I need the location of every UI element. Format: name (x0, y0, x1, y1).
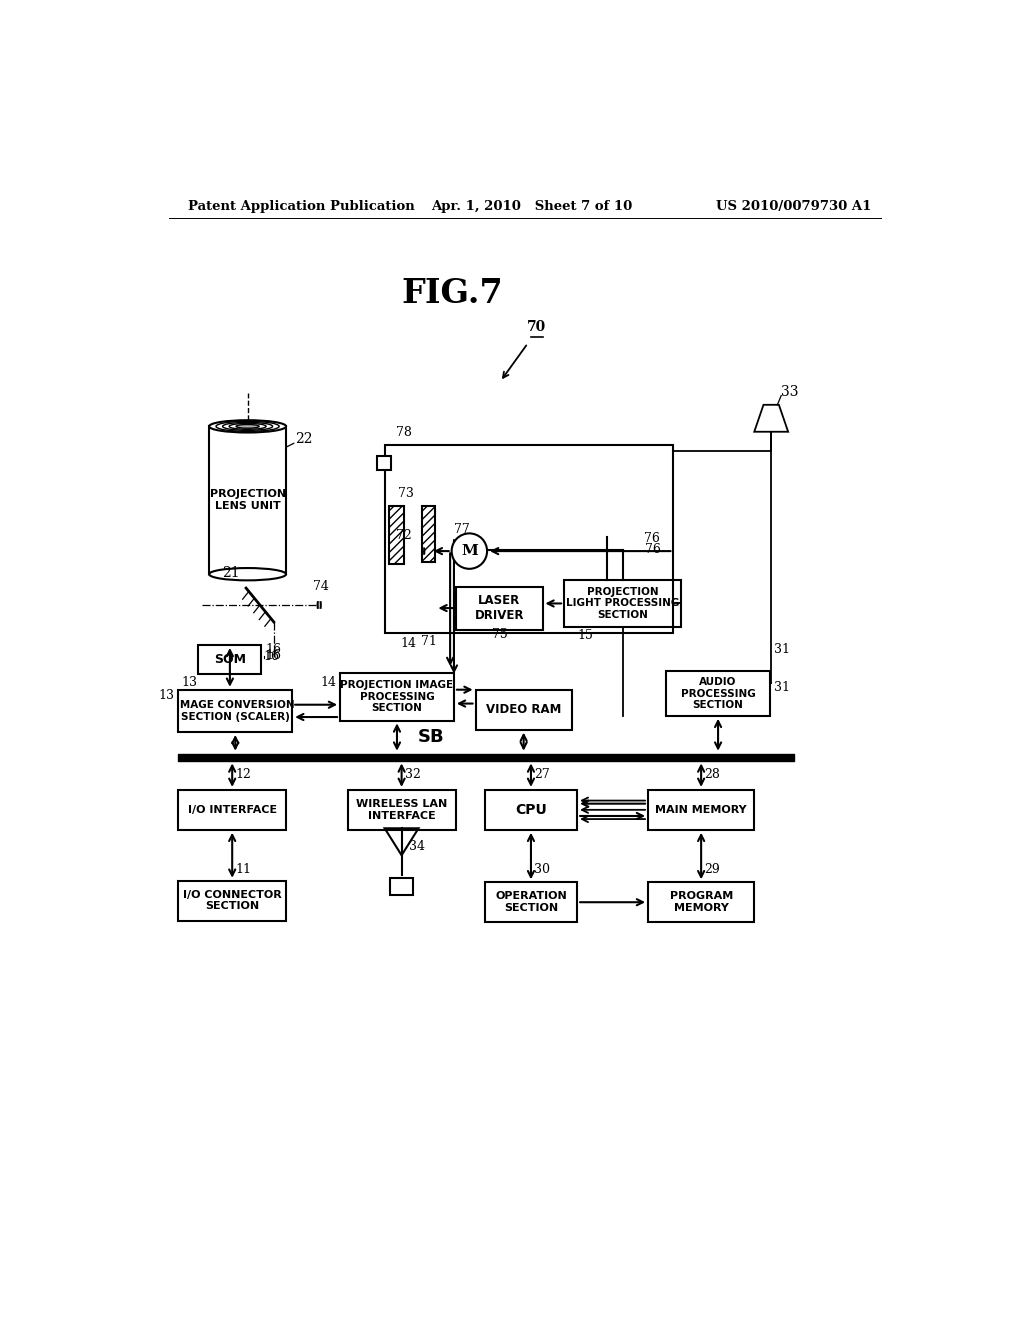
Text: Apr. 1, 2010   Sheet 7 of 10: Apr. 1, 2010 Sheet 7 of 10 (431, 199, 632, 213)
Bar (457, 586, 543, 630)
Circle shape (452, 533, 487, 569)
Text: 78: 78 (396, 426, 412, 440)
Text: 29: 29 (705, 863, 720, 876)
Text: PROJECTION IMAGE
PROCESSING
SECTION: PROJECTION IMAGE PROCESSING SECTION (340, 680, 454, 713)
Text: 72: 72 (396, 529, 412, 543)
Ellipse shape (209, 420, 286, 433)
Text: I/O INTERFACE: I/O INTERFACE (187, 805, 276, 814)
Text: PROJECTION
LIGHT PROCESSING
SECTION: PROJECTION LIGHT PROCESSING SECTION (566, 587, 679, 620)
Ellipse shape (229, 424, 266, 429)
Text: IMAGE CONVERSION
SECTION (SCALER): IMAGE CONVERSION SECTION (SCALER) (176, 700, 295, 722)
Bar (484, 882, 578, 923)
Text: 27: 27 (535, 768, 550, 781)
Bar (199, 645, 261, 675)
Text: US 2010/0079730 A1: US 2010/0079730 A1 (716, 199, 871, 213)
Text: 30: 30 (535, 863, 550, 876)
Bar (178, 880, 286, 921)
Text: 77: 77 (454, 523, 470, 536)
Text: 16: 16 (264, 649, 280, 663)
Bar (475, 689, 571, 730)
Ellipse shape (216, 421, 280, 432)
Bar (377, 457, 391, 470)
Bar (390, 878, 413, 895)
Text: 70: 70 (526, 319, 546, 334)
Text: 16: 16 (265, 649, 282, 663)
Text: AUDIO
PROCESSING
SECTION: AUDIO PROCESSING SECTION (681, 677, 756, 710)
Text: LASER
DRIVER: LASER DRIVER (475, 594, 524, 622)
Text: 28: 28 (705, 768, 720, 781)
Text: 75: 75 (492, 628, 507, 640)
Bar (340, 673, 454, 721)
Bar (348, 789, 456, 830)
Text: SOM: SOM (214, 653, 246, 667)
Bar (564, 579, 681, 627)
Bar (422, 507, 435, 562)
Text: VIDEO RAM: VIDEO RAM (486, 704, 561, 717)
Text: 32: 32 (404, 768, 421, 781)
Text: 14: 14 (321, 676, 336, 689)
Text: 34: 34 (410, 840, 425, 853)
Text: MAIN MEMORY: MAIN MEMORY (655, 805, 746, 814)
Ellipse shape (222, 422, 272, 430)
Text: PROGRAM
MEMORY: PROGRAM MEMORY (670, 891, 733, 913)
Bar (178, 689, 292, 733)
Text: 74: 74 (312, 579, 329, 593)
Text: I/O CONNECTOR
SECTION: I/O CONNECTOR SECTION (183, 890, 282, 912)
Text: OPERATION
SECTION: OPERATION SECTION (495, 891, 567, 913)
Text: 12: 12 (236, 768, 251, 781)
Text: 11: 11 (236, 863, 251, 876)
Text: CPU: CPU (515, 803, 547, 817)
Text: 13: 13 (159, 689, 174, 702)
Bar (648, 789, 755, 830)
Bar (385, 445, 674, 634)
Text: 76: 76 (644, 532, 660, 545)
Text: 14: 14 (400, 638, 416, 649)
Text: 13: 13 (181, 676, 198, 689)
Bar (648, 882, 755, 923)
Text: PROJECTION
LENS UNIT: PROJECTION LENS UNIT (210, 490, 286, 511)
Text: 76: 76 (645, 543, 660, 556)
Text: 21: 21 (222, 566, 240, 579)
Ellipse shape (209, 568, 286, 581)
Bar (666, 672, 770, 715)
Text: 16: 16 (265, 643, 282, 656)
Text: M: M (461, 544, 478, 558)
Text: Patent Application Publication: Patent Application Publication (188, 199, 415, 213)
Text: 31: 31 (774, 643, 791, 656)
Bar (388, 507, 403, 564)
Text: FIG.7: FIG.7 (401, 277, 503, 310)
Text: 71: 71 (421, 635, 436, 648)
Text: WIRELESS LAN
INTERFACE: WIRELESS LAN INTERFACE (356, 799, 447, 821)
Text: 22: 22 (295, 433, 313, 446)
Text: SB: SB (418, 729, 444, 746)
Bar (178, 789, 286, 830)
Bar (484, 789, 578, 830)
Text: 31: 31 (774, 681, 791, 694)
Ellipse shape (237, 425, 259, 428)
Text: 73: 73 (397, 487, 414, 500)
Text: 33: 33 (781, 384, 799, 399)
Text: 15: 15 (578, 630, 593, 643)
